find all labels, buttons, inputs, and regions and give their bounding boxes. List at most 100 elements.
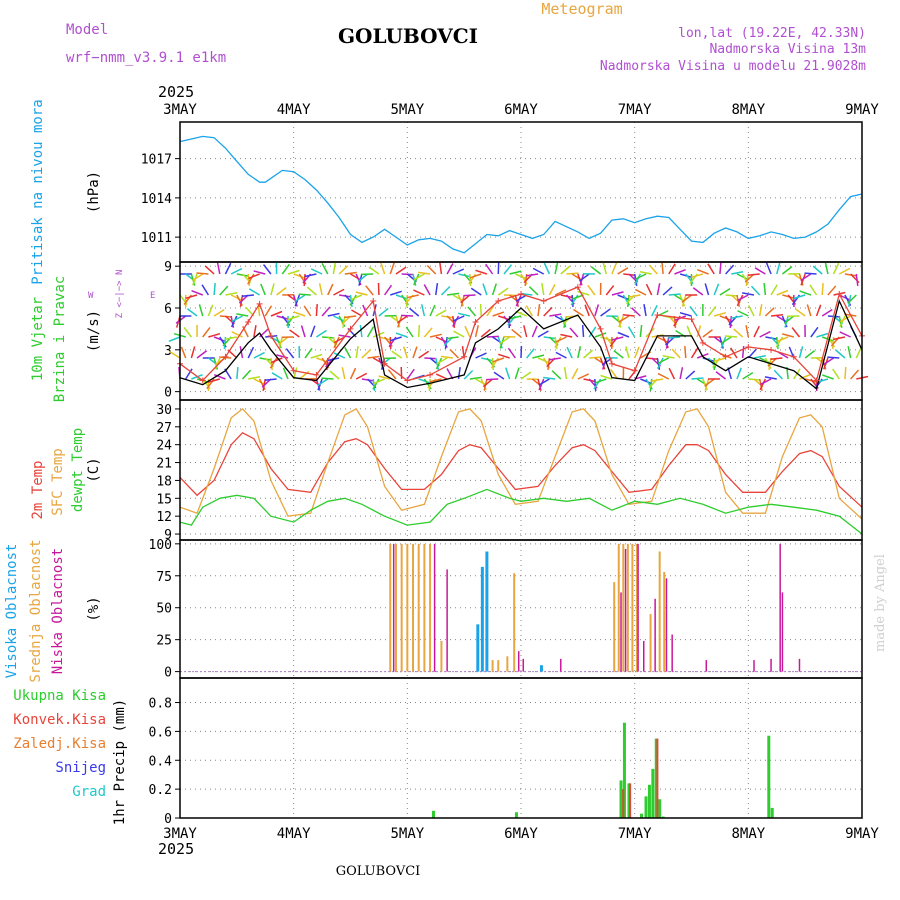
wind-arrow [515,273,527,280]
y-label: 10m Vjetar [30,297,46,381]
wind-arrow [759,378,767,391]
wind-arrow [633,346,640,359]
wind-arrow [532,354,545,359]
wind-arrow [812,265,823,275]
wind-arrow [418,378,431,384]
wind-arrow [351,309,363,317]
wind-arrow [429,304,436,317]
wind-arrow [298,293,311,296]
wind-arrow [315,303,318,317]
wind-arrow [435,373,448,380]
gust-marker [472,318,479,325]
gust-marker [222,353,229,360]
wind-arrow [594,378,607,384]
wind-arrow [355,346,359,359]
wind-arrow [827,356,840,359]
wind-arrow [662,286,673,296]
wind-arrow [847,346,852,359]
wind-arrow [776,262,781,275]
wind-arrow [602,262,607,275]
wind-arrow [681,294,692,303]
wind-arrow [628,294,641,298]
wind-arrow [538,378,550,386]
wind-arrow [577,290,590,296]
wind-arrow [333,315,345,322]
wind-arrow [605,285,615,296]
y-tick-label: 0 [164,666,172,681]
wind-arrow [253,325,257,338]
y-tick-label: 12 [156,510,172,525]
wind-arrow [531,325,538,338]
wind-arrow [839,315,846,328]
wind-arrow [543,376,556,380]
x-tick-label-bottom: 5MAY [390,826,424,842]
y-label-2: SFC Temp [50,448,66,515]
wind-arrow [344,347,352,359]
wind-arrow [625,346,630,359]
wind-arrow [566,346,573,359]
wind-arrow [799,290,812,296]
wind-arrow [310,325,316,338]
wind-arrow [661,261,664,275]
y-tick-label: 0 [164,812,172,827]
wind-arrow [318,283,323,296]
wind-arrow [247,273,255,285]
wind-arrow [668,367,676,380]
wind-arrow [329,370,340,380]
wind-arrow [850,369,860,380]
wind-arrow [475,352,487,359]
wind-arrow [537,357,550,364]
wind-arrow [573,308,584,317]
wind-arrow [413,289,425,296]
wind-arrow [491,283,498,296]
gust-marker [370,298,377,305]
wind-arrow [832,368,840,380]
wind-arrow [276,354,289,359]
y-tick-label: 0.6 [149,725,172,740]
y-tick-label: 50 [156,602,172,617]
wind-arrow [464,325,471,338]
wind-arrow [526,348,535,359]
wind-arrow [395,332,408,338]
wind-arrow [260,283,266,296]
x-tick-label-top: 5MAY [390,102,424,118]
wind-arrow [541,283,545,296]
wind-arrow [685,370,696,380]
wind-arrow [548,357,561,361]
wind-arrow [571,294,574,308]
wind-arrow [634,273,642,286]
wind-arrow [737,294,749,302]
wind-arrow [452,268,465,275]
wind-arrow [724,335,738,338]
wind-arrow [435,357,443,370]
wind-arrow [333,336,340,349]
wind-arrow [372,378,380,390]
wind-arrow [418,271,431,275]
wind-arrow [395,294,408,300]
wind-arrow [645,283,653,296]
meteogram-title: Meteogram [541,0,622,18]
wind-arrow [406,368,415,380]
wind-arrow [753,325,760,338]
wind-arrow [391,350,403,359]
wind-arrow [315,329,327,338]
wind-arrow [714,311,726,317]
wind-arrow [747,348,757,359]
gust-marker [768,346,775,353]
gust-marker [654,311,661,318]
wind-arrow [511,328,522,338]
wind-arrow [208,332,221,338]
wind-arrow [770,284,778,296]
wind-arrow [674,268,686,275]
wind-arrow [579,273,590,282]
wind-arrow [380,262,386,275]
wind-arrow [285,348,295,359]
wind-arrow [715,371,727,380]
wind-arrow [584,304,590,317]
model-altitude: Nadmorska Visina u modelu 21.9028m [600,59,866,74]
wind-arrow [799,373,811,380]
y-label: Visoka Oblacnost [4,544,20,679]
wind-arrow [745,325,750,338]
wind-arrow [306,286,317,296]
wind-arrow [492,357,505,363]
